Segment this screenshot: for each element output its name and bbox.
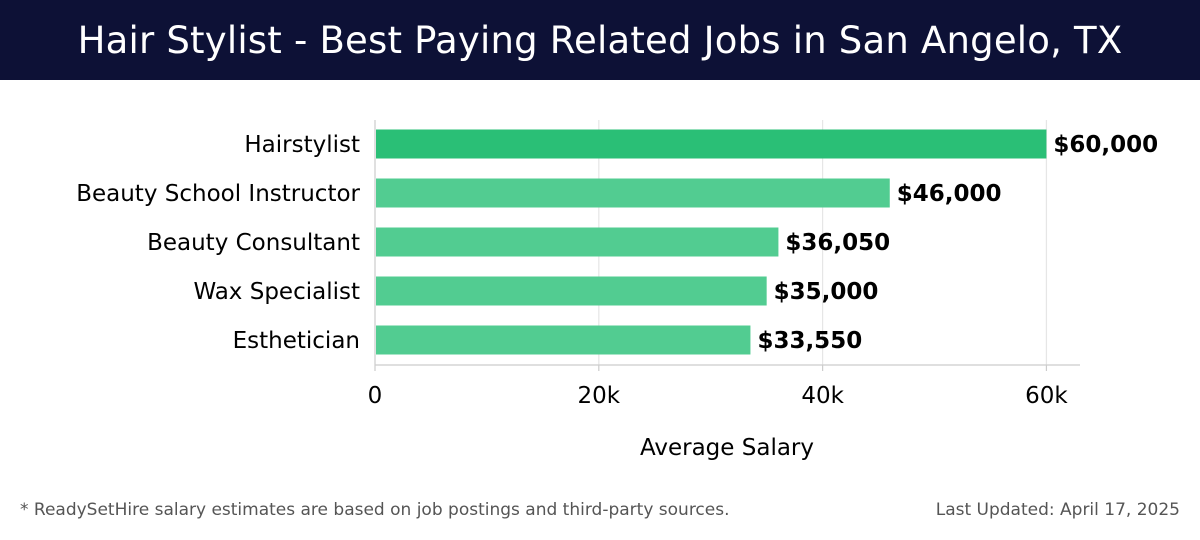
x-tick-label: 60k: [1025, 383, 1068, 409]
bar: [376, 325, 751, 355]
value-label: $46,000: [897, 181, 1002, 207]
bar: [376, 227, 779, 257]
bar: [376, 276, 767, 306]
category-label: Beauty School Instructor: [76, 181, 360, 207]
bar: [376, 178, 890, 208]
salary-bar-chart: $60,000 $46,000 $36,050 $35,000 $33,550 Hair…: [76, 120, 1158, 461]
x-tick-label: 40k: [801, 383, 844, 409]
value-label: $60,000: [1053, 132, 1158, 158]
axes: Hairstylist Beauty School Instructor Beaut…: [76, 120, 1080, 409]
x-tick-label: 20k: [578, 383, 621, 409]
value-label: $36,050: [785, 230, 890, 256]
category-label: Hairstylist: [244, 132, 360, 158]
value-label: $35,000: [774, 279, 879, 305]
chart-title: Hair Stylist - Best Paying Related Jobs …: [77, 18, 1123, 62]
footnote: * ReadySetHire salary estimates are base…: [20, 500, 730, 520]
category-label: Wax Specialist: [193, 279, 360, 305]
chart-header: Hair Stylist - Best Paying Related Jobs …: [0, 0, 1200, 80]
value-label: $33,550: [757, 328, 862, 354]
bar: [376, 129, 1047, 159]
category-label: Esthetician: [233, 328, 360, 354]
x-tick-label: 0: [368, 383, 383, 409]
x-axis-label: Average Salary: [640, 435, 814, 461]
bars: $60,000 $46,000 $36,050 $35,000 $33,550: [376, 129, 1158, 355]
last-updated: Last Updated: April 17, 2025: [935, 500, 1180, 520]
category-label: Beauty Consultant: [147, 230, 360, 256]
